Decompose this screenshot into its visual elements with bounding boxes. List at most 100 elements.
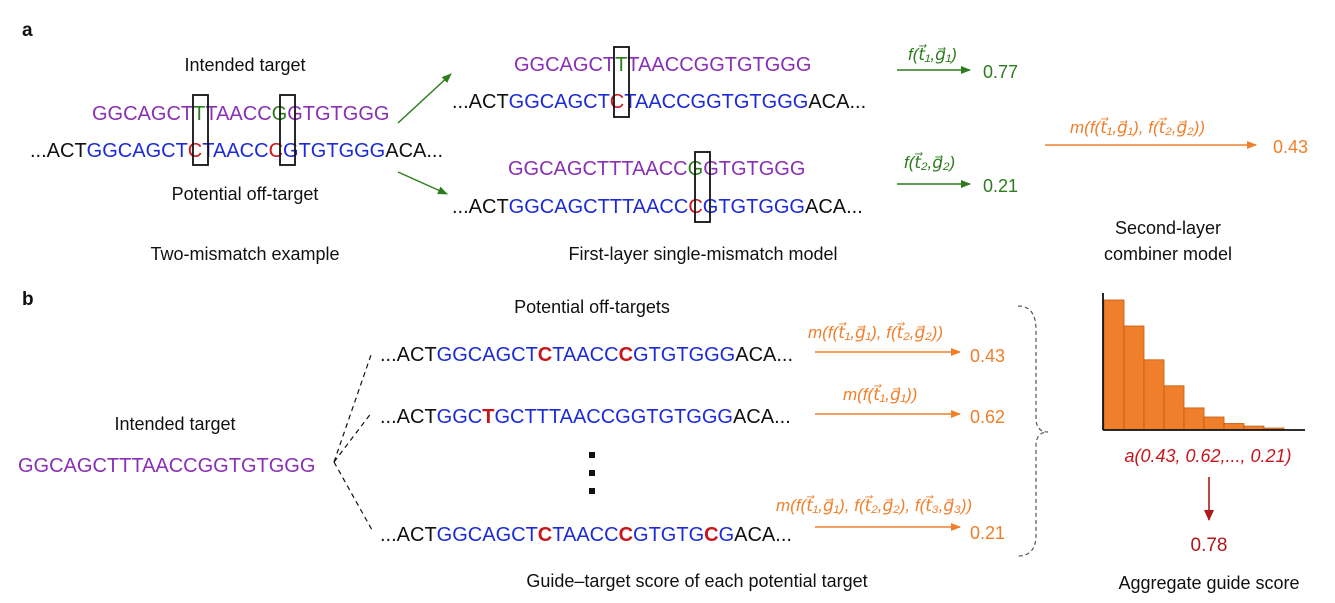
seq-seg: TAACC (552, 524, 618, 546)
row-fn-label-1: m(f(t⃗₁,g⃗₁), f(t⃗₂,g⃗₂)) (808, 321, 943, 342)
mismatch-box (694, 151, 711, 223)
seq-seg: ACA... (805, 196, 863, 218)
seq-seg: ACA... (385, 140, 443, 162)
seq-seg: TAACCGGTGTGGG (627, 54, 811, 76)
fan-line (333, 351, 373, 463)
seq-seg: GTGTGGG (633, 344, 735, 366)
row-fn-label-3: m(f(t⃗₁,g⃗₁), f(t⃗₂,g⃗₂), f(t⃗₃,g⃗₃)) (776, 494, 972, 515)
offtarget-row-2: ...ACTGGCTGCTTTAACCGGTGTGGGACA... (380, 406, 791, 428)
seq-seg: GTGTGGG (283, 140, 385, 162)
guide-sequence-model2: GGCAGCTTTAACCGGTGTGGG (508, 158, 805, 180)
caption-two-mismatch: Two-mismatch example (150, 244, 339, 264)
caption-first-layer: First-layer single-mismatch model (568, 244, 837, 264)
fn-label-model2: f(t⃗₂,g⃗₂) (904, 151, 955, 172)
seq-seg: GTGTGGG (287, 103, 389, 125)
seq-seg: GGC (437, 406, 483, 428)
histogram-bar (1223, 423, 1245, 431)
fan-line (333, 411, 373, 463)
row-score-3: 0.21 (970, 523, 1005, 543)
target-sequence-model2: ...ACTGGCAGCTTTAACCCGTGTGGGACA... (452, 196, 863, 218)
score-model1: 0.77 (983, 62, 1018, 82)
aggregate-histogram (1103, 299, 1285, 431)
mismatch-box (279, 94, 296, 166)
ellipsis-dot (589, 452, 595, 458)
caption-guide-target: Guide–target score of each potential tar… (526, 571, 867, 591)
seq-seg-mismatch: T (482, 406, 494, 428)
seq-seg-mismatch: C (704, 524, 718, 546)
histogram-bar (1183, 407, 1205, 431)
seq-seg: GGCAGCT (87, 140, 188, 162)
seq-seg: ACA... (808, 91, 866, 113)
score-model2: 0.21 (983, 176, 1018, 196)
guide-sequence-a: GGCAGCTTTAACCGGTGTGGG (92, 103, 389, 125)
seq-seg: ...ACT (380, 524, 437, 546)
seq-seg-mismatch: T (193, 103, 205, 125)
seq-seg: GGCAGCTTTAACC (509, 196, 689, 218)
panel-a-label: a (22, 20, 33, 41)
offtarget-row-1: ...ACTGGCAGCTCTAACCCGTGTGGGACA... (380, 344, 793, 366)
histogram-bar (1143, 359, 1165, 431)
seq-seg: ...ACT (452, 91, 509, 113)
target-sequence-model1: ...ACTGGCAGCTCTAACCGGTGTGGGACA... (452, 91, 866, 113)
intended-target-label-a: Intended target (184, 55, 305, 75)
intended-target-label-b: Intended target (114, 414, 235, 434)
caption-aggregate: Aggregate guide score (1118, 573, 1299, 593)
seq-seg: GTGTG (633, 524, 704, 546)
seq-seg: ACA... (733, 406, 791, 428)
fn-label-model1: f(t⃗₁,g⃗₁) (908, 43, 957, 64)
target-sequence-a: ...ACTGGCAGCTCTAACCCGTGTGGGACA... (30, 140, 443, 162)
seq-seg-mismatch: C (538, 524, 552, 546)
offtargets-header: Potential off-targets (514, 297, 670, 317)
panel-b-label: b (22, 289, 34, 310)
seq-seg: ...ACT (380, 344, 437, 366)
seq-seg: G (719, 524, 735, 546)
seq-seg: GGCAGCT (92, 103, 193, 125)
row-score-1: 0.43 (970, 346, 1005, 366)
histogram-bar (1123, 325, 1145, 431)
seq-seg: ACA... (734, 524, 792, 546)
histogram-bar (1103, 299, 1125, 431)
caption-second-layer-2: combiner model (1104, 244, 1232, 264)
aggregate-score: 0.78 (1191, 535, 1228, 556)
potential-offtarget-label-a: Potential off-target (172, 184, 319, 204)
seq-seg-mismatch: C (619, 344, 633, 366)
seq-seg: GGCAGCT (509, 91, 610, 113)
offtarget-row-3: ...ACTGGCAGCTCTAACCCGTGTGCGACA... (380, 524, 792, 546)
seq-seg: GCTTTAACCGGTGTGGG (494, 406, 733, 428)
caption-second-layer-1: Second-layer (1115, 218, 1221, 238)
seq-seg-mismatch: T (615, 54, 627, 76)
combiner-fn-label: m(f(t⃗₁,g⃗₁), f(t⃗₂,g⃗₂)) (1070, 116, 1205, 137)
histogram-bar (1203, 416, 1225, 431)
seq-seg-mismatch: C (619, 524, 633, 546)
seq-seg: ...ACT (30, 140, 87, 162)
seq-seg: GGCAGCT (437, 344, 538, 366)
seq-seg-mismatch: C (538, 344, 552, 366)
seq-seg-mismatch: C (188, 140, 202, 162)
seq-seg: TAACC (205, 103, 271, 125)
guide-sequence-b: GGCAGCTTTAACCGGTGTGGG (18, 455, 315, 477)
seq-seg: ...ACT (380, 406, 437, 428)
dashed-brace (1017, 305, 1049, 557)
seq-seg: GGCAGCT (437, 524, 538, 546)
mismatch-box (613, 46, 630, 118)
aggregate-fn: a(0.43, 0.62,..., 0.21) (1124, 446, 1291, 466)
seq-seg: TAACC (202, 140, 268, 162)
seq-seg: GGCAGCT (514, 54, 615, 76)
seq-seg: ACA... (735, 344, 793, 366)
row-score-2: 0.62 (970, 407, 1005, 427)
mismatch-box (192, 94, 209, 166)
split-arrow-up (397, 73, 452, 124)
seq-seg: GGCAGCTTTAACC (508, 158, 688, 180)
seq-seg-mismatch: C (610, 91, 624, 113)
seq-seg: ...ACT (452, 196, 509, 218)
fan-line (333, 461, 373, 531)
split-arrow-down (397, 171, 448, 195)
ellipsis-dot (589, 488, 595, 494)
seq-seg: TAACCGGTGTGGG (624, 91, 808, 113)
row-fn-label-2: m(f(t⃗₁,g⃗₁)) (843, 383, 917, 404)
aggregate-fn-label: a(0.43, 0.62,..., 0.21) (1124, 446, 1291, 466)
histogram-bar (1163, 385, 1185, 431)
seq-seg: GTGTGGG (703, 196, 805, 218)
seq-seg: TAACC (552, 344, 618, 366)
